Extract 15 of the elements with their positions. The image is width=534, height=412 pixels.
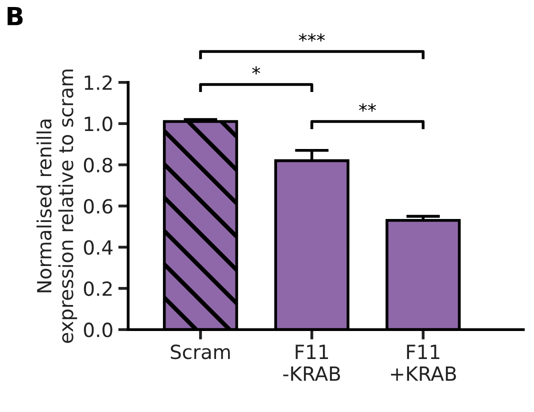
- x-tick-label: Scram: [170, 344, 230, 360]
- y-axis-title: Normalised renilla expression relative to scram: [36, 70, 78, 343]
- text: ***: [298, 33, 325, 42]
- annotation: **: [358, 103, 376, 112]
- x-tick-label: F11 -KRAB: [283, 344, 340, 381]
- y-tick-label: 0.6: [84, 198, 112, 214]
- y-tick-label: 1.0: [84, 116, 112, 132]
- y-tick-label: 0.0: [84, 322, 112, 338]
- chart-title: B: [8, 6, 23, 26]
- y-tick-label: 0.8: [84, 158, 112, 172]
- text: *: [252, 66, 260, 75]
- y-tick-label: 0.4: [84, 240, 112, 255]
- x-tick-label: F11 +KRAB: [390, 344, 456, 381]
- y-tick-label: 0.2: [84, 281, 112, 296]
- y-tick-label: 1.2: [84, 75, 112, 90]
